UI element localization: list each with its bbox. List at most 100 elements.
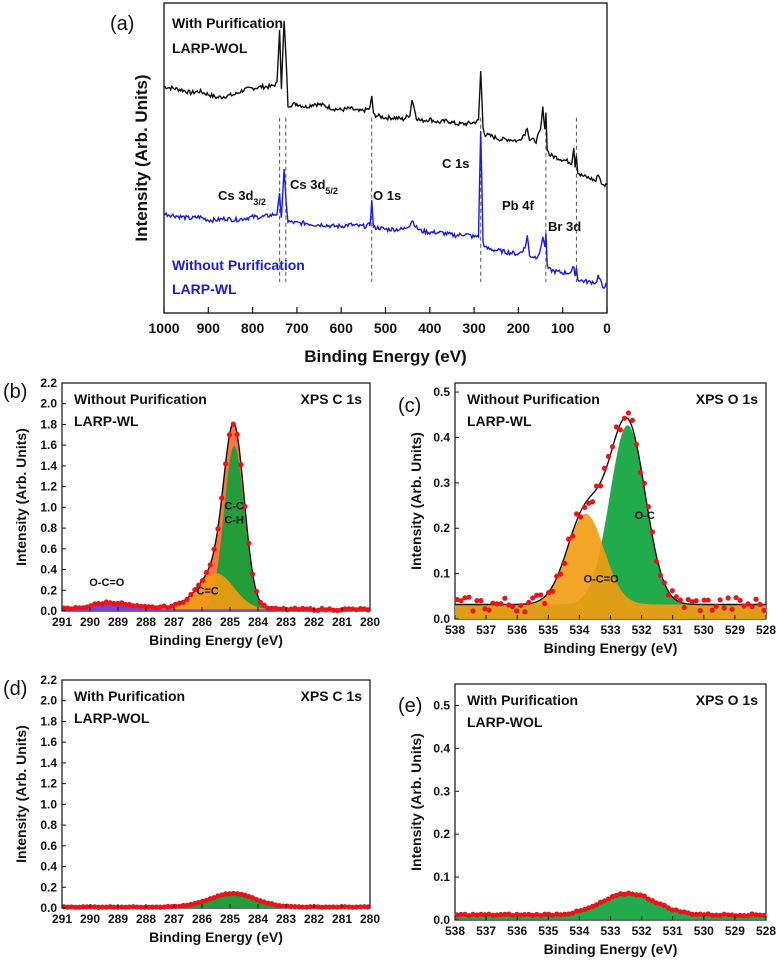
data-point [577, 514, 584, 520]
x-tick-label: 800 [241, 320, 265, 336]
component-label: O-C [635, 510, 655, 522]
y-tick-label: 0.2 [40, 583, 57, 597]
y-tick-label: 1.2 [40, 480, 57, 494]
sample-label: Without Purification [74, 391, 207, 407]
data-point [134, 602, 140, 609]
data-point [346, 904, 352, 910]
data-point [211, 546, 217, 552]
data-point [522, 609, 528, 615]
data-point [246, 540, 252, 546]
panel-label-a: (a) [110, 13, 134, 35]
x-tick-label: 282 [304, 912, 324, 926]
data-point [613, 424, 620, 430]
y-tick-label: 0.2 [433, 521, 450, 535]
data-point [478, 911, 484, 917]
data-point [721, 605, 727, 611]
x-tick-label: 280 [360, 912, 380, 926]
x-tick-label: 530 [694, 924, 714, 938]
x-tick-label: 535 [538, 623, 558, 637]
data-point [538, 592, 544, 598]
x-tick-label: 528 [756, 924, 776, 938]
data-point [230, 421, 236, 427]
x-tick-label: 280 [360, 615, 380, 629]
data-point [693, 598, 699, 604]
x-tick-label: 284 [248, 912, 268, 926]
y-tick-label: 1.6 [40, 735, 57, 749]
y-tick-label: 1.6 [40, 438, 57, 452]
peak-label: Cs 3d3/2 [218, 188, 266, 207]
data-point [713, 912, 719, 918]
data-point [510, 912, 516, 919]
peak-label: Br 3d [548, 219, 581, 234]
data-point [749, 911, 755, 917]
data-point [265, 900, 271, 906]
data-point [215, 893, 221, 899]
data-point [637, 469, 644, 476]
component-o-c [455, 425, 766, 619]
y-tick-label: 0.8 [40, 818, 57, 832]
data-point [641, 893, 647, 899]
y-tick-label: 0.2 [433, 827, 450, 841]
data-point [649, 529, 655, 535]
data-point [741, 603, 747, 609]
data-point [657, 901, 663, 907]
data-point [149, 904, 156, 910]
data-point [657, 572, 663, 578]
data-point [474, 912, 480, 918]
data-point [701, 597, 707, 603]
sample-label: With Purification [74, 688, 185, 704]
peak-label: O 1s [373, 188, 401, 203]
spectrum-title: XPS O 1s [696, 391, 758, 407]
x-tick-label: 285 [220, 615, 240, 629]
x-tick-label: 532 [632, 623, 652, 637]
data-point [196, 582, 202, 588]
data-point [562, 911, 568, 917]
data-point [685, 910, 691, 916]
data-point [474, 598, 480, 604]
data-point [554, 573, 560, 579]
data-point [192, 587, 198, 593]
data-point [330, 607, 337, 613]
x-tick-label: 284 [248, 615, 268, 629]
data-point [126, 904, 132, 910]
data-point [558, 571, 564, 577]
data-point [514, 608, 520, 614]
data-point [269, 605, 275, 611]
data-point [653, 900, 659, 906]
data-point [717, 597, 723, 603]
data-point [721, 911, 727, 917]
spectrum-title: XPS C 1s [301, 391, 363, 407]
series-line-with-purification [163, 20, 608, 188]
data-point [689, 911, 695, 917]
data-point [130, 603, 136, 609]
data-point [134, 904, 140, 910]
x-tick-label: 200 [507, 320, 531, 336]
data-point [629, 891, 636, 897]
data-point [365, 607, 371, 613]
data-point [729, 912, 735, 918]
data-point [350, 606, 356, 612]
data-point [153, 904, 159, 910]
data-point [542, 600, 548, 607]
data-point [609, 893, 616, 900]
x-tick-label: 532 [632, 924, 652, 938]
data-point [581, 906, 588, 913]
data-point [757, 912, 763, 918]
data-point [585, 500, 592, 506]
y-tick-label: 2.2 [40, 376, 57, 390]
data-point [697, 911, 703, 917]
data-point [613, 892, 620, 898]
data-point [506, 911, 512, 917]
data-point [737, 597, 743, 603]
data-point [273, 902, 279, 908]
data-point [253, 588, 260, 594]
data-point [462, 595, 468, 601]
data-point [570, 533, 576, 539]
data-point [92, 904, 98, 910]
data-point [665, 592, 671, 598]
x-tick-label: 538 [445, 924, 465, 938]
data-point [574, 908, 580, 914]
data-point [709, 912, 715, 918]
data-point [292, 904, 298, 910]
spectrum-title: XPS O 1s [696, 692, 758, 708]
